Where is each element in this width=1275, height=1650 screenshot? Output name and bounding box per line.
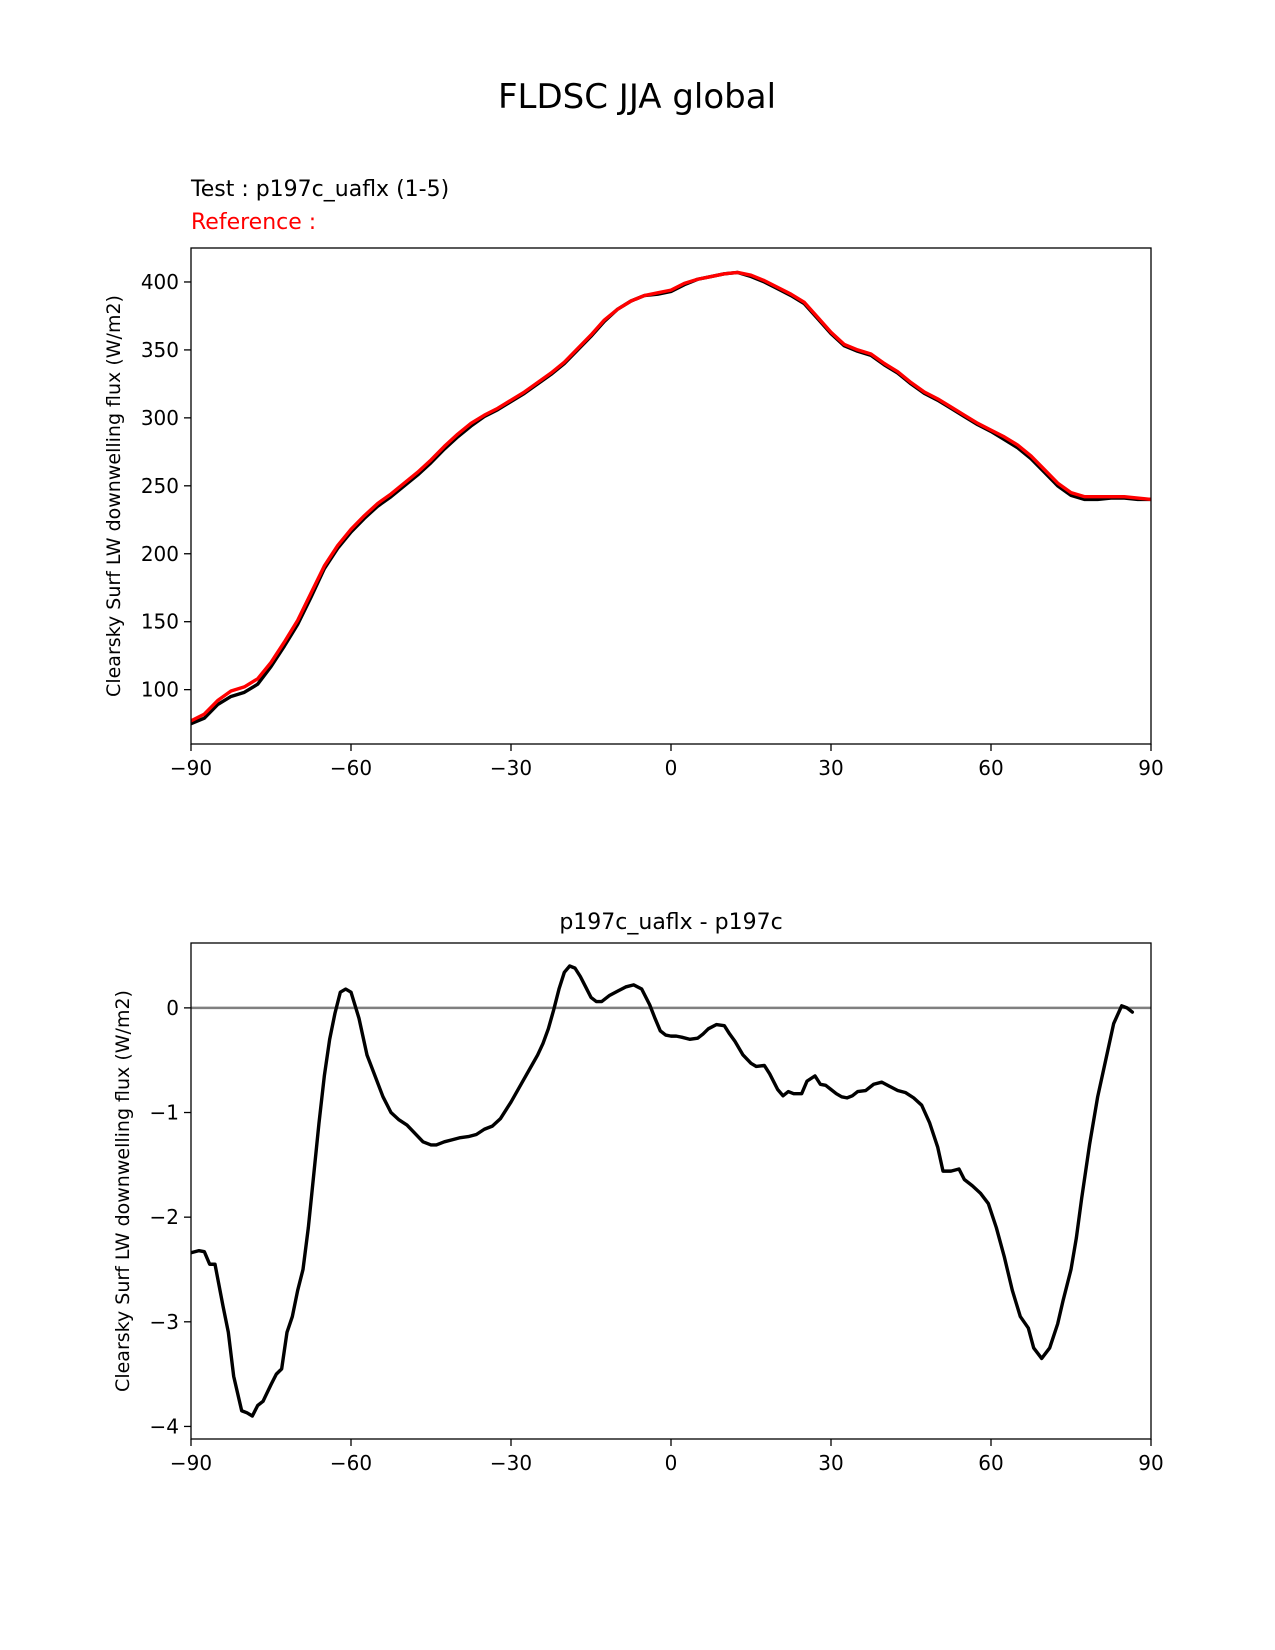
top-series-line-reference <box>191 270 1151 723</box>
top-x-tick-label: −90 <box>170 756 212 780</box>
bottom-x-tick-label: −30 <box>490 1451 532 1475</box>
top-y-tick-label: 400 <box>141 270 179 294</box>
test-label: Test : p197c_uaflx (1-5) <box>190 177 449 202</box>
bottom-y-tick-label: −2 <box>150 1205 179 1229</box>
top-x-tick-label: 0 <box>665 756 678 780</box>
bottom-x-tick-label: 30 <box>818 1451 843 1475</box>
top-x-tick-label: 90 <box>1138 756 1163 780</box>
top-x-tick-label: −30 <box>490 756 532 780</box>
bottom-x-tick-label: −90 <box>170 1451 212 1475</box>
top-panel: Test : p197c_uaflx (1-5) Reference : −90… <box>103 177 1164 780</box>
figure-title: FLDSC JJA global <box>498 77 776 117</box>
bottom-y-axis-label: Clearsky Surf LW downwelling flux (W/m2) <box>112 990 134 1392</box>
top-y-tick-label: 300 <box>141 406 179 430</box>
bottom-y-tick-label: −3 <box>150 1310 179 1334</box>
bottom-series-line-test <box>191 964 1135 1418</box>
top-x-tick-label: 30 <box>818 756 843 780</box>
top-x-tick-label: −60 <box>330 756 372 780</box>
bottom-y-tick-label: −4 <box>150 1414 179 1438</box>
top-y-tick-label: 350 <box>141 338 179 362</box>
bottom-x-tick-label: −60 <box>330 1451 372 1475</box>
top-y-axis-label: Clearsky Surf LW downwelling flux (W/m2) <box>103 295 125 697</box>
bottom-x-tick-label: 90 <box>1138 1451 1163 1475</box>
top-y-tick-label: 150 <box>141 610 179 634</box>
bottom-x-tick-label: 60 <box>978 1451 1003 1475</box>
top-x-tick-label: 60 <box>978 756 1003 780</box>
bottom-y-tick-label: 0 <box>166 996 179 1020</box>
bottom-panel-title: p197c_uaflx - p197c <box>559 910 782 935</box>
top-y-tick-label: 250 <box>141 474 179 498</box>
reference-label: Reference : <box>191 210 316 235</box>
bottom-x-tick-label: 0 <box>665 1451 678 1475</box>
bottom-panel: p197c_uaflx - p197c −90 −60 −30 0 30 60 90−4−3… <box>112 910 1164 1475</box>
top-y-tick-label: 200 <box>141 542 179 566</box>
top-y-tick-label: 100 <box>141 678 179 702</box>
bottom-y-tick-label: −1 <box>150 1101 179 1125</box>
